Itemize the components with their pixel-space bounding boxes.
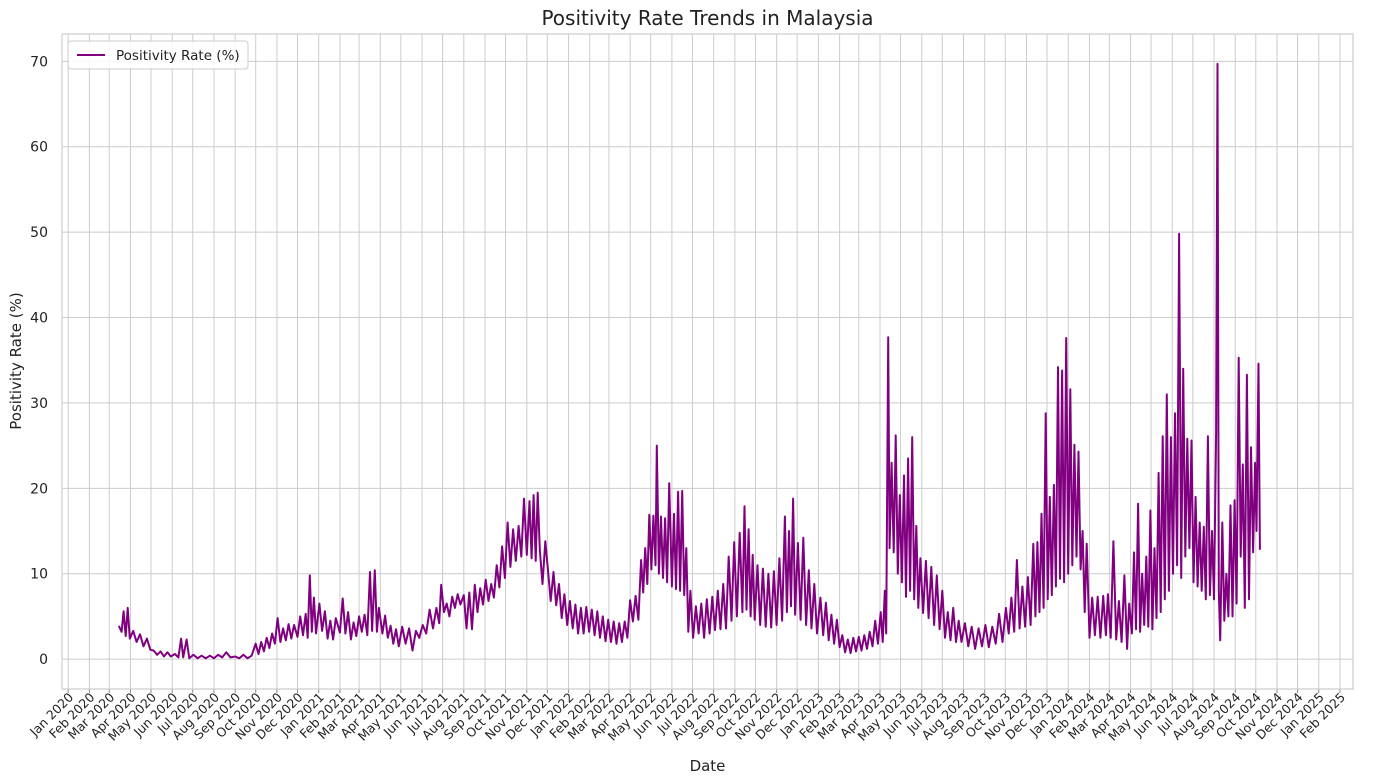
y-axis-label: Positivity Rate (%) [7,292,25,429]
legend: Positivity Rate (%) [67,40,249,70]
grid-lines [62,34,1353,693]
y-tick-label: 10 [30,567,48,583]
y-tick-label: 60 [30,140,48,156]
series-line-positivity-rate [117,62,1261,660]
y-tick-label: 0 [39,652,48,668]
plot-frame [61,33,1354,690]
x-axis-label: Date [690,757,726,775]
y-tick-label: 20 [30,481,48,497]
y-tick-labels: 0 10 20 30 40 50 60 70 [30,54,48,668]
chart-title: Positivity Rate Trends in Malaysia [541,6,873,30]
y-tick-label: 30 [30,396,48,412]
legend-label: Positivity Rate (%) [116,48,240,64]
y-tick-label: 50 [30,225,48,241]
legend-box [67,40,249,70]
y-tick-label: 40 [30,311,48,327]
series-layer [117,62,1261,660]
y-tick-label: 70 [30,54,48,70]
